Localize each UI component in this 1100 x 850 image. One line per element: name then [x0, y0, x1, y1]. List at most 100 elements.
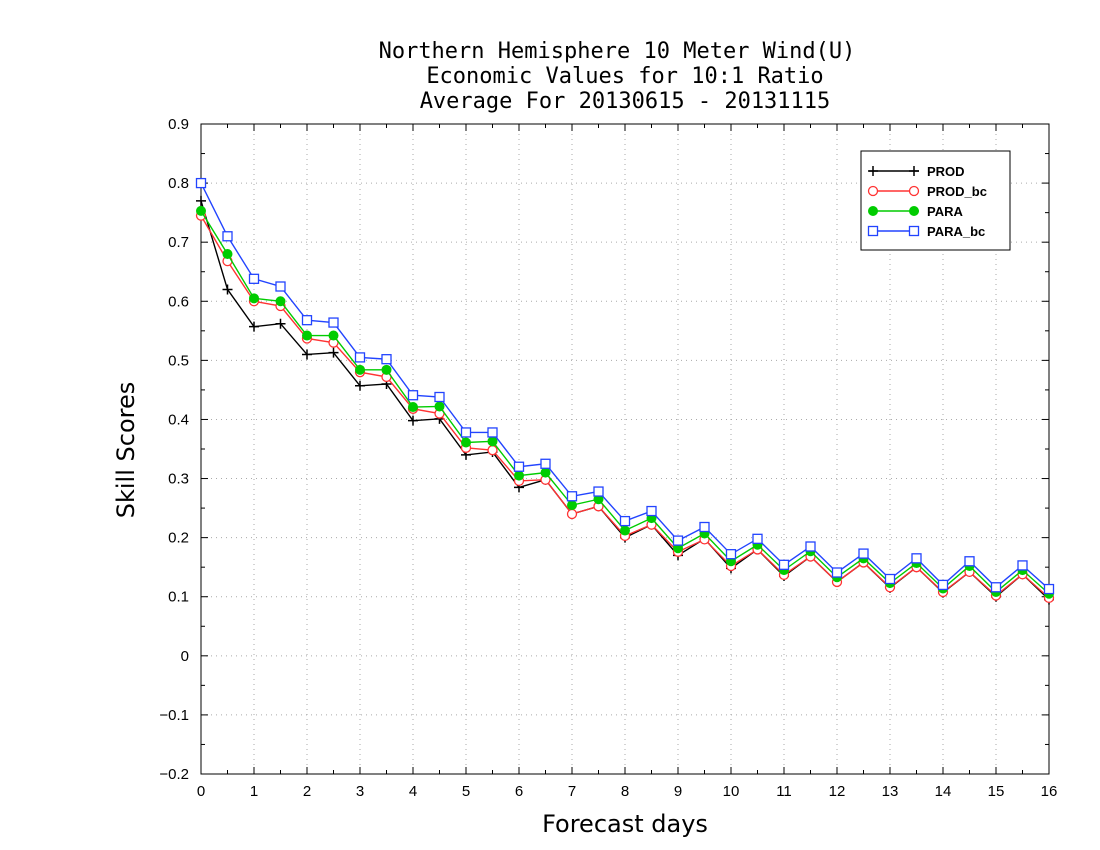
data-point-prod: [196, 195, 206, 206]
grid: [201, 124, 1049, 774]
data-point-prod: [275, 318, 286, 329]
x-tick-label: 6: [515, 783, 523, 800]
data-point-para: [249, 293, 259, 304]
data-point-para-bc: [778, 559, 790, 570]
data-point-prod: [355, 380, 365, 391]
legend-marker: [908, 185, 920, 197]
data-point-para-bc: [593, 486, 604, 497]
y-tick-label: −0.1: [159, 707, 189, 724]
data-point-para-bc: [990, 582, 1002, 593]
data-point-para: [381, 364, 392, 375]
data-point-para: [487, 436, 498, 447]
y-tick-label: −0.2: [159, 766, 189, 783]
data-point-para-bc: [858, 548, 869, 559]
legend-label: PROD_bc: [927, 184, 987, 199]
y-tick-label: 0.3: [168, 471, 189, 488]
y-tick-label: 0.4: [168, 411, 189, 428]
y-tick-label: 0.7: [168, 234, 189, 251]
data-point-prod: [249, 321, 259, 332]
data-point-para-bc: [301, 315, 313, 326]
x-tick-label: 11: [776, 783, 792, 800]
x-tick-label: 1: [250, 783, 258, 800]
data-point-para-bc: [381, 354, 392, 365]
x-tick-label: 7: [568, 783, 576, 800]
series-para-bc: [195, 177, 1055, 595]
x-tick-label: 8: [621, 783, 629, 800]
x-tick-label: 16: [1041, 783, 1058, 800]
data-point-para-bc: [354, 352, 366, 363]
data-point-para: [408, 402, 418, 413]
data-point-para-bc: [195, 177, 207, 189]
legend-item-prod-bc: PROD_bc: [867, 184, 987, 199]
data-point-para: [328, 330, 339, 341]
legend-marker: [867, 185, 879, 197]
data-point-para-bc: [487, 427, 498, 438]
series-lines: [195, 177, 1055, 605]
legend-marker: [909, 206, 919, 216]
x-axis-label: Forecast days: [542, 810, 708, 838]
x-tick-label: 10: [723, 783, 740, 800]
data-point-para-bc: [1043, 583, 1055, 595]
data-point-para-bc: [752, 533, 763, 544]
title-line-3: Average For 20130615 - 20131115: [420, 89, 831, 114]
data-point-prod: [328, 347, 339, 358]
data-point-prod: [408, 415, 418, 426]
x-tick-label: 0: [197, 783, 205, 800]
data-point-prod-bc: [487, 445, 498, 456]
legend: PROD PROD_bc PARA PARA_bc: [860, 150, 1011, 251]
x-tick-label: 4: [409, 783, 417, 800]
data-point-para-bc: [672, 535, 684, 546]
data-point-para-bc: [540, 458, 551, 469]
y-tick-label: 0.9: [168, 116, 189, 133]
data-point-para: [620, 525, 630, 536]
legend-label: PROD: [927, 164, 965, 179]
data-point-para-bc: [275, 281, 286, 292]
data-point-para-bc: [513, 461, 525, 472]
data-point-para-bc: [328, 317, 339, 328]
x-tick-label: 12: [829, 783, 846, 800]
x-tick-label: 5: [462, 783, 470, 800]
data-point-para-bc: [1017, 560, 1028, 571]
data-point-para: [275, 296, 286, 307]
data-point-para: [434, 401, 445, 412]
data-point-para-bc: [460, 427, 472, 438]
legend-marker: [908, 225, 920, 237]
data-point-para-bc: [646, 505, 657, 517]
data-point-para-bc: [619, 515, 631, 527]
data-point-para-bc: [725, 549, 737, 560]
data-point-para-bc: [699, 521, 710, 533]
data-point-para: [514, 470, 524, 481]
data-point-para-bc: [831, 567, 843, 578]
series-prod: [196, 195, 1054, 605]
y-tick-label: 0.1: [168, 589, 189, 606]
data-point-prod: [222, 284, 233, 295]
legend-items: PROD PROD_bc PARA PARA_bc: [867, 164, 987, 239]
x-tick-label: 15: [988, 783, 1005, 800]
data-point-para: [196, 205, 206, 216]
legend-marker: [867, 225, 879, 237]
data-point-para: [222, 249, 233, 259]
data-point-para: [540, 467, 551, 478]
data-point-para-bc: [407, 390, 419, 401]
data-point-para-bc: [248, 273, 260, 284]
y-axis-label: Skill Scores: [112, 382, 140, 519]
data-point-para-bc: [911, 553, 922, 564]
legend-marker: [868, 166, 878, 176]
x-tick-label: 3: [356, 783, 364, 800]
legend-label: PARA_bc: [927, 224, 985, 239]
legend-box: [860, 150, 1011, 251]
data-point-para: [355, 364, 365, 375]
legend-item-para: PARA: [868, 204, 963, 219]
data-point-para-bc: [884, 573, 896, 585]
data-point-para: [302, 330, 312, 341]
legend-marker: [909, 166, 919, 176]
data-point-para-bc: [937, 579, 949, 591]
data-point-prod-bc: [566, 508, 578, 520]
data-point-para-bc: [805, 541, 816, 552]
legend-item-prod: PROD: [868, 164, 965, 179]
data-point-prod: [302, 349, 312, 360]
data-point-para-bc: [434, 391, 445, 403]
legend-item-para-bc: PARA_bc: [867, 224, 985, 239]
x-tick-label: 9: [674, 783, 682, 800]
